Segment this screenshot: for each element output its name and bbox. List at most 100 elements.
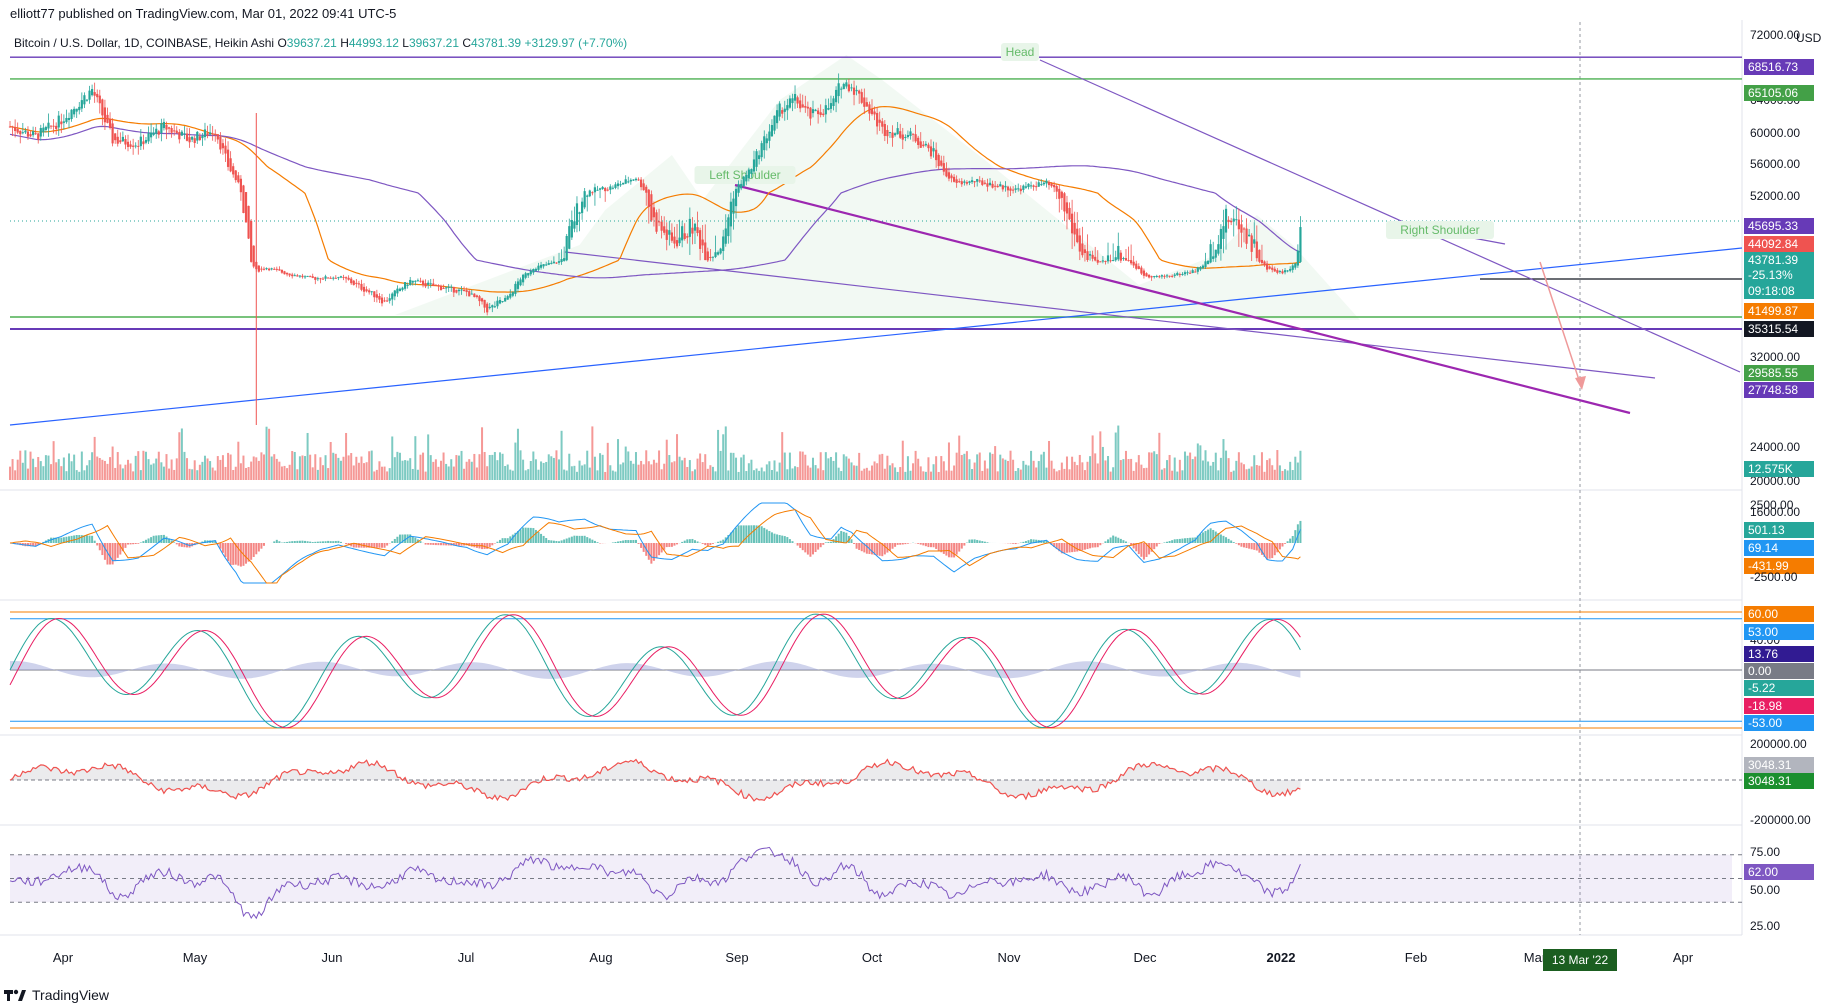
osc-badge-bg: [1744, 680, 1814, 696]
macd-histogram-bar: [927, 543, 930, 548]
macd-histogram-bar: [1232, 542, 1235, 543]
volume-bar: [85, 465, 88, 480]
macd-histogram-bar: [70, 535, 73, 543]
volume-bar: [737, 471, 740, 480]
macd-histogram-bar: [901, 543, 904, 545]
volume-bar: [345, 432, 348, 480]
candle-body: [1186, 272, 1189, 274]
price-badge-bg: [1744, 303, 1814, 319]
macd-histogram-bar: [1196, 535, 1199, 543]
macd-histogram-bar: [742, 525, 745, 543]
macd-histogram-bar: [504, 538, 507, 543]
volume-bar: [624, 446, 627, 480]
volume-bar: [678, 456, 681, 480]
candle-body: [791, 98, 794, 104]
volume-bar: [1024, 464, 1027, 480]
symbol-legend: Bitcoin / U.S. Dollar, 1D, COINBASE, Hei…: [14, 36, 627, 50]
right-shoulder-annotation-text: Right Shoulder: [1400, 223, 1479, 237]
candle-body: [375, 294, 378, 298]
tradingview-logo-icon: [4, 989, 26, 1001]
price-tick: 24000.00: [1750, 440, 1800, 454]
candle-body: [1086, 251, 1089, 261]
volume-bar: [191, 469, 194, 480]
candle-body: [214, 133, 217, 135]
candle-body: [298, 275, 301, 277]
macd-histogram-bar: [332, 541, 335, 543]
volume-bar: [378, 461, 381, 480]
macd-histogram-bar: [1045, 540, 1048, 543]
candle-body: [537, 265, 540, 270]
candle-body: [1137, 266, 1140, 269]
candle-body: [465, 290, 468, 293]
macd-histogram-bar: [1240, 543, 1243, 547]
candle-body: [609, 186, 612, 190]
candle-body: [1022, 185, 1025, 190]
volume-bar: [937, 471, 940, 480]
volume-bar: [247, 467, 250, 480]
macd-histogram-bar: [252, 543, 255, 557]
candle-body: [604, 187, 607, 192]
macd-histogram-bar: [801, 543, 804, 551]
volume-bar: [404, 460, 407, 480]
candle-body: [893, 133, 897, 136]
candle-body: [929, 146, 933, 157]
volume-bar: [894, 467, 897, 480]
candle-body: [511, 292, 514, 296]
candle-body: [268, 268, 271, 271]
candle-body: [560, 259, 563, 262]
candle-body: [142, 141, 145, 145]
macd-histogram-bar: [221, 543, 224, 553]
candle-body: [994, 185, 997, 187]
ma-purple: [9, 125, 1301, 279]
macd-histogram-bar: [427, 543, 430, 545]
candle-body: [1029, 185, 1033, 187]
volume-bar: [524, 470, 527, 480]
candle-body: [383, 300, 386, 302]
osc-badge: 60.00: [1748, 607, 1778, 621]
candle-body: [403, 282, 407, 289]
candle-body: [239, 178, 242, 193]
macd-histogram-bar: [298, 540, 301, 543]
volume-bar: [1117, 425, 1120, 480]
volume-bar: [88, 460, 91, 480]
macd-histogram-bar: [365, 543, 368, 548]
macd-histogram-bar: [1081, 543, 1084, 551]
volume-bar: [75, 470, 78, 480]
candle-body: [1006, 186, 1010, 191]
candle-body: [1209, 244, 1212, 263]
macd-histogram-bar: [1289, 538, 1292, 543]
volume-bar: [622, 462, 625, 480]
volume-bar: [586, 450, 589, 480]
volume-bar: [447, 466, 450, 480]
macd-histogram-bar: [1107, 539, 1110, 543]
candle-body: [976, 179, 979, 182]
macd-histogram-bar: [434, 543, 437, 546]
volume-bar: [1004, 459, 1007, 480]
candle-body: [829, 103, 833, 109]
candle-body: [1117, 245, 1120, 260]
volume-bar: [19, 450, 22, 480]
price-tick: 16000.00: [1750, 505, 1800, 519]
volume-bar: [499, 452, 502, 480]
volume-bar: [162, 466, 165, 480]
macd-histogram-bar: [1299, 520, 1302, 543]
candle-body: [447, 286, 450, 288]
symbol-title: Bitcoin / U.S. Dollar, 1D, COINBASE, Hei…: [14, 36, 275, 50]
volume-bar: [203, 455, 206, 480]
macd-histogram-bar: [776, 534, 779, 543]
volume-bar: [819, 452, 822, 480]
candle-body: [727, 217, 730, 237]
macd-histogram-bar: [1058, 543, 1061, 552]
candle-body: [19, 130, 22, 135]
candle-body: [855, 89, 858, 92]
volume-bar: [496, 460, 499, 480]
candle-body: [550, 262, 553, 264]
candle-body: [927, 144, 930, 149]
candle-body: [881, 121, 884, 127]
macd-histogram-bar: [863, 543, 866, 553]
volume-bar: [298, 456, 301, 480]
candle-body: [314, 277, 317, 280]
macd-histogram-bar: [837, 533, 840, 543]
candle-body: [665, 229, 668, 240]
